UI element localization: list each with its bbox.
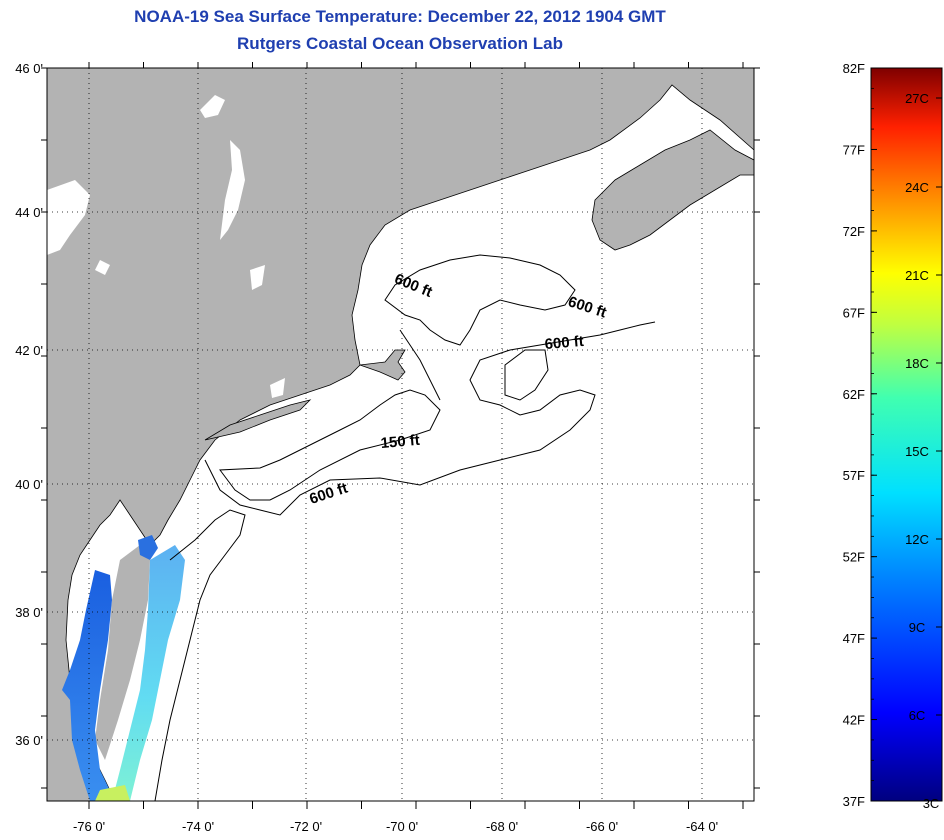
colorbar-celsius-label: 12C <box>905 532 929 547</box>
warm-spot <box>95 785 130 801</box>
map-subtitle: Rutgers Coastal Ocean Observation Lab <box>237 34 563 53</box>
lon-label: -72 0' <box>290 819 322 834</box>
colorbar-fahrenheit-label: 57F <box>843 468 865 483</box>
lon-label: -76 0' <box>73 819 105 834</box>
contour-label-150: 150 ft <box>380 432 421 452</box>
colorbar-fahrenheit-label: 72F <box>843 224 865 239</box>
colorbar-fahrenheit-label: 52F <box>843 550 865 565</box>
colorbar-fahrenheit-label: 37F <box>843 794 865 809</box>
lat-label: 36 0' <box>15 733 43 748</box>
land-long-island <box>204 399 312 441</box>
lat-label: 40 0' <box>15 477 43 492</box>
colorbar-celsius-label: 24C <box>905 180 929 195</box>
colorbar-fahrenheit-label: 67F <box>843 305 865 320</box>
colorbar-celsius-label: 3C <box>923 796 940 811</box>
lon-label: -66 0' <box>586 819 618 834</box>
lat-label: 42 0' <box>15 343 43 358</box>
colorbar-celsius-label: 6C <box>909 708 926 723</box>
colorbar-fahrenheit-label: 77F <box>843 142 865 157</box>
lon-label: -68 0' <box>486 819 518 834</box>
land-mainland <box>47 68 754 801</box>
chesapeake-bay <box>62 570 115 801</box>
depth-contours <box>154 254 656 801</box>
lat-label: 46 0' <box>15 61 43 76</box>
land-delmarva <box>95 545 150 760</box>
colorbar <box>870 67 943 802</box>
lat-label: 44 0' <box>15 205 43 220</box>
lon-label: -70 0' <box>386 819 418 834</box>
map-title: NOAA-19 Sea Surface Temperature: Decembe… <box>134 7 666 26</box>
lat-label: 38 0' <box>15 605 43 620</box>
colorbar-fahrenheit-label: 42F <box>843 713 865 728</box>
colorbar-labels: 82F 77F 72F 67F 62F 57F 52F 47F 42F 37F 27C 24C 21C 1… <box>843 61 942 811</box>
colorbar-celsius-label: 9C <box>909 620 926 635</box>
colorbar-fahrenheit-label: 62F <box>843 387 865 402</box>
lon-label: -74 0' <box>182 819 214 834</box>
lon-label: -64 0' <box>686 819 718 834</box>
colorbar-celsius-label: 15C <box>905 444 929 459</box>
axis-labels: 46 0' 44 0' 42 0' 40 0' 38 0' 36 0' -76 0' -74 … <box>15 61 718 834</box>
colorbar-fahrenheit-label: 47F <box>843 631 865 646</box>
contour-label-600-georges: 600 ft <box>544 333 585 353</box>
colorbar-celsius-label: 18C <box>905 356 929 371</box>
map-frame <box>46 67 755 802</box>
graticule <box>41 62 760 809</box>
colorbar-celsius-label: 21C <box>905 268 929 283</box>
shelf-water-sst <box>112 545 185 801</box>
delaware-bay <box>138 535 158 560</box>
land-cape-cod <box>359 349 406 381</box>
land-nova-scotia <box>591 129 754 251</box>
colorbar-celsius-label: 27C <box>905 91 929 106</box>
colorbar-fahrenheit-label: 82F <box>843 61 865 76</box>
